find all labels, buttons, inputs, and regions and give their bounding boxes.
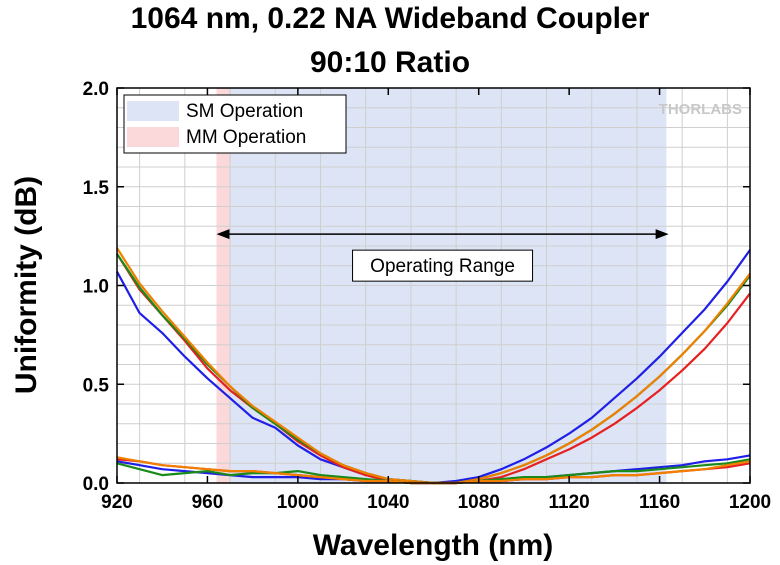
y-tick-label: 0.5 (83, 375, 110, 396)
y-tick-label: 1.0 (83, 277, 109, 298)
operating-range-annotation: Operating Range (216, 229, 669, 282)
x-tick-label: 1000 (277, 492, 319, 513)
x-axis-label: Wavelength (nm) (313, 529, 554, 562)
x-tick-label: 1200 (729, 492, 771, 513)
legend-swatch-1 (127, 127, 179, 147)
x-tick-label: 1080 (458, 492, 500, 513)
legend-label-1: MM Operation (186, 127, 306, 148)
operating-range-box (352, 249, 534, 282)
y-tick-label: 2.0 (83, 79, 109, 100)
y-axis-label: Uniformity (dB) (10, 176, 43, 394)
y-tick-label: 1.5 (83, 178, 110, 199)
chart-title-line-2: 90:10 Ratio (309, 46, 471, 79)
chart-title-line-1: 1064 nm, 0.22 NA Wideband Coupler (130, 2, 650, 35)
x-tick-label: 1040 (367, 492, 409, 513)
legend-swatch-0 (127, 101, 179, 121)
legend: SM Operation MM Operation (123, 94, 347, 154)
range-arrow-head-right (655, 229, 669, 240)
operating-range-label: Operating Range (370, 256, 515, 277)
x-tick-label: 960 (192, 492, 224, 513)
y-tick-label: 0.0 (83, 474, 109, 495)
legend-label-0: SM Operation (186, 101, 303, 122)
range-arrow-head-left (216, 229, 230, 240)
x-tick-label: 1120 (549, 492, 590, 513)
x-tick-label: 1160 (639, 492, 680, 513)
thorlabs-watermark: THORLABS (659, 101, 742, 118)
axis-ticks: 920 960 1000 1040 1080 1120 1160 1200 0.0 0.5 1.0 1… (83, 79, 772, 513)
x-tick-label: 920 (101, 492, 133, 513)
